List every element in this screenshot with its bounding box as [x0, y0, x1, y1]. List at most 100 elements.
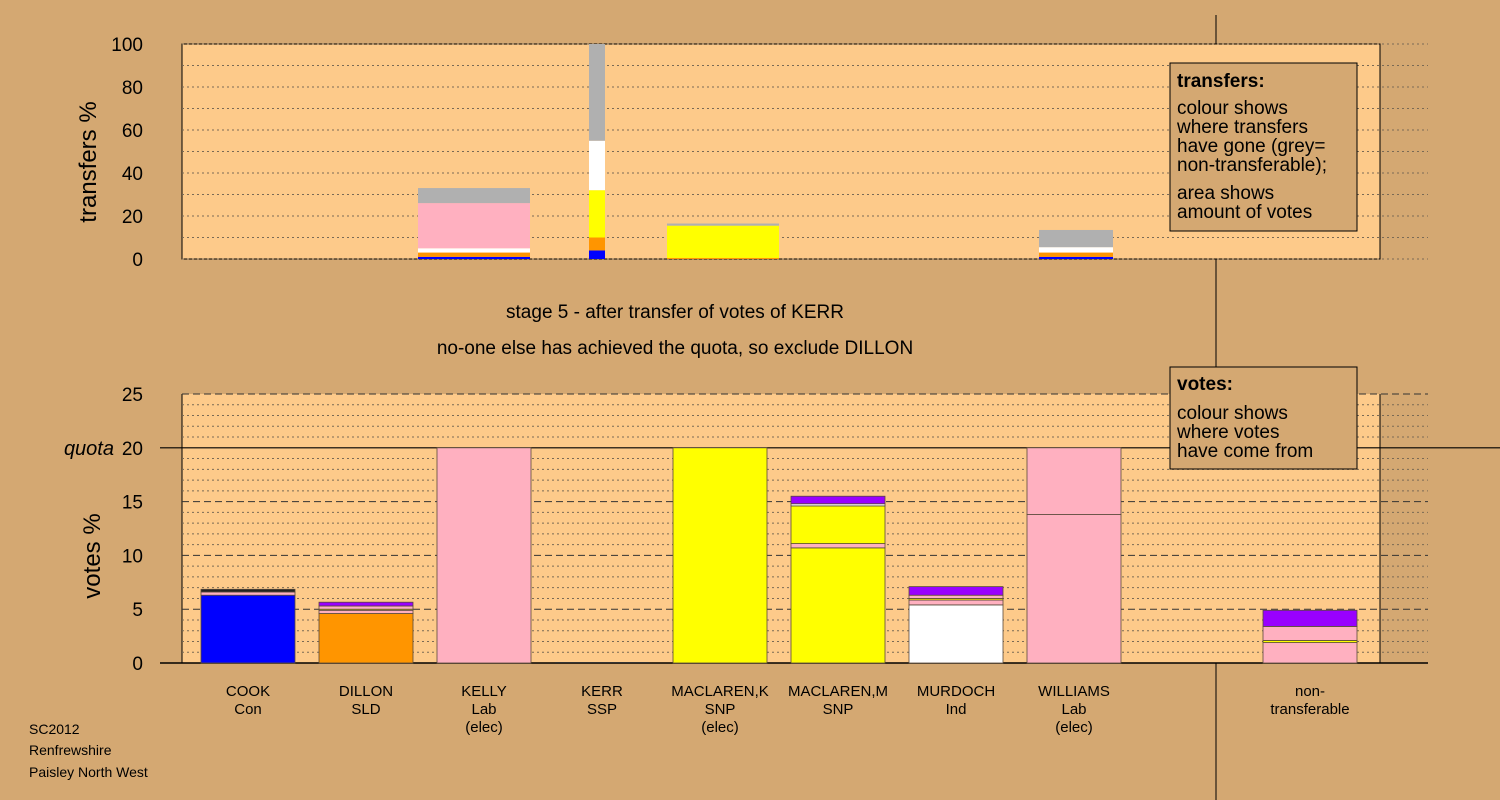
transfer-bar-segment	[418, 248, 530, 253]
candidate-label-line: MACLAREN,K	[671, 683, 769, 700]
transfer-bar-segment	[667, 257, 779, 259]
transfers-legend-line: where transfers	[1176, 117, 1308, 138]
transfer-bar-segment	[589, 190, 605, 238]
transfer-bar-segment	[667, 223, 779, 226]
stage-subtitle: no-one else has achieved the quota, so e…	[437, 338, 913, 359]
vote-bar-segment	[200, 588, 296, 593]
vote-bar-segment	[318, 609, 414, 614]
vote-bar-segment	[908, 586, 1004, 596]
candidate-label-line: Ind	[946, 701, 967, 718]
transfers-y-tick-label: 40	[122, 164, 143, 185]
candidate-label-line: SNP	[705, 701, 736, 718]
votes-legend-line: colour shows	[1177, 403, 1288, 424]
votes-legend-line: have come from	[1177, 441, 1313, 462]
vote-bar-segment	[790, 505, 886, 544]
candidate-label-line: SSP	[587, 701, 617, 718]
candidate-label-line: transferable	[1270, 701, 1349, 718]
vote-bar-segment	[1262, 609, 1358, 627]
votes-y-ticks: 0 5 10 15 20 25	[122, 385, 143, 675]
transfer-bar-segment	[418, 256, 530, 259]
candidate-label-line: Con	[234, 701, 262, 718]
council-label: Renfrewshire	[29, 742, 112, 758]
candidate-label-line: Lab	[1061, 701, 1086, 718]
transfers-legend-line: area shows	[1177, 183, 1274, 204]
candidate-label-line: SLD	[351, 701, 380, 718]
vote-bar-segment	[790, 495, 886, 505]
transfer-bar-segment	[589, 250, 605, 259]
transfers-y-tick-label: 80	[122, 78, 143, 99]
vote-bar-segment	[908, 594, 1004, 599]
transfers-y-ticks: 0 20 40 60 80 100	[111, 35, 143, 271]
transfers-legend-box	[1169, 62, 1358, 232]
transfer-bar-segment	[667, 225, 779, 258]
ward-label: Paisley North West	[29, 764, 148, 780]
votes-y-axis-label: votes %	[79, 513, 106, 598]
votes-legend-line: where votes	[1176, 422, 1279, 443]
candidate-label-line: MACLAREN,M	[788, 683, 888, 700]
transfers-legend-line: colour shows	[1177, 98, 1288, 119]
transfer-bar-segment	[1039, 229, 1113, 248]
candidate-label-line: KELLY	[461, 683, 507, 700]
transfers-legend: transfers: colour shows where transfers …	[1169, 62, 1358, 232]
candidate-label-line: (elec)	[1055, 719, 1093, 736]
transfer-bar-segment	[589, 140, 605, 191]
transfer-bar-segment	[418, 203, 530, 249]
votes-y-tick-label: 5	[132, 600, 143, 621]
transfer-bar-segment	[1039, 252, 1113, 257]
transfers-legend-line: non-transferable);	[1177, 155, 1327, 176]
votes-bars	[200, 447, 1358, 664]
candidate-label-line: SNP	[823, 701, 854, 718]
votes-legend: votes: colour shows where votes have com…	[1169, 366, 1358, 470]
votes-y-tick-label: 0	[132, 654, 143, 675]
transfers-y-tick-label: 20	[122, 207, 143, 228]
transfers-legend-title: transfers:	[1177, 71, 1265, 92]
vote-bar-segment	[1262, 626, 1358, 641]
candidate-label-line: COOK	[226, 683, 270, 700]
candidate-label-line: WILLIAMS	[1038, 683, 1110, 700]
vote-bar-segment	[200, 594, 296, 664]
transfers-bars	[418, 44, 1113, 259]
transfer-bar-segment	[1039, 247, 1113, 253]
votes-legend-box	[1169, 366, 1358, 470]
transfers-y-axis-label: transfers %	[75, 101, 102, 222]
candidate-label-line: Lab	[471, 701, 496, 718]
election-label: SC2012	[29, 721, 80, 737]
vote-bar-segment	[318, 601, 414, 607]
vote-bar-segment	[200, 591, 296, 596]
stage-title: stage 5 - after transfer of votes of KER…	[506, 302, 844, 323]
vote-bar-empty	[555, 662, 649, 663]
vote-bar-segment	[1026, 514, 1122, 664]
transfers-y-tick-label: 60	[122, 121, 143, 142]
candidate-label-line: KERR	[581, 683, 623, 700]
transfer-bar-segment	[418, 188, 530, 204]
transfer-bar-segment	[418, 252, 530, 257]
transfers-y-tick-label: 100	[111, 35, 143, 56]
candidate-labels: COOKConDILLONSLDKELLYLab(elec)KERRSSPMAC…	[226, 683, 1350, 736]
vote-bar-segment	[908, 599, 1004, 606]
votes-y-tick-label: 20	[122, 439, 143, 460]
candidate-label-line: DILLON	[339, 683, 393, 700]
candidate-label-line: (elec)	[701, 719, 739, 736]
candidate-label-line: (elec)	[465, 719, 503, 736]
vote-bar-segment	[318, 605, 414, 610]
votes-y-tick-label: 15	[122, 493, 143, 514]
transfers-legend-line: have gone (grey=	[1177, 136, 1325, 157]
transfers-y-tick-label: 0	[132, 250, 143, 271]
votes-legend-title: votes:	[1177, 374, 1233, 395]
vote-bar-segment	[436, 447, 532, 664]
candidate-label-line: non-	[1295, 683, 1325, 700]
vote-bar-segment	[672, 447, 768, 664]
vote-bar-segment	[1262, 642, 1358, 664]
votes-y-tick-label: 25	[122, 385, 143, 406]
votes-y-tick-label: 10	[122, 546, 143, 567]
vote-bar-segment	[790, 547, 886, 664]
transfers-legend-line: amount of votes	[1177, 202, 1312, 223]
vote-bar-segment	[908, 604, 1004, 664]
candidate-label-line: MURDOCH	[917, 683, 995, 700]
vote-bar-segment	[318, 613, 414, 664]
quota-label: quota	[64, 438, 114, 460]
vote-bar-segment	[1026, 447, 1122, 515]
transfer-bar-segment	[589, 237, 605, 251]
transfer-bar-segment	[589, 44, 605, 141]
